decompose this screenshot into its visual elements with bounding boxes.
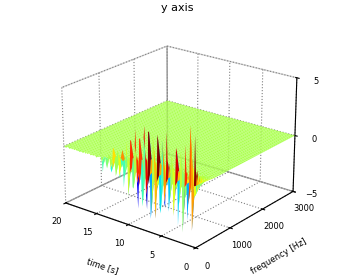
X-axis label: time [s]: time [s] [86, 257, 119, 275]
Y-axis label: frequency [Hz]: frequency [Hz] [250, 237, 308, 275]
Title: y axis: y axis [161, 3, 193, 13]
